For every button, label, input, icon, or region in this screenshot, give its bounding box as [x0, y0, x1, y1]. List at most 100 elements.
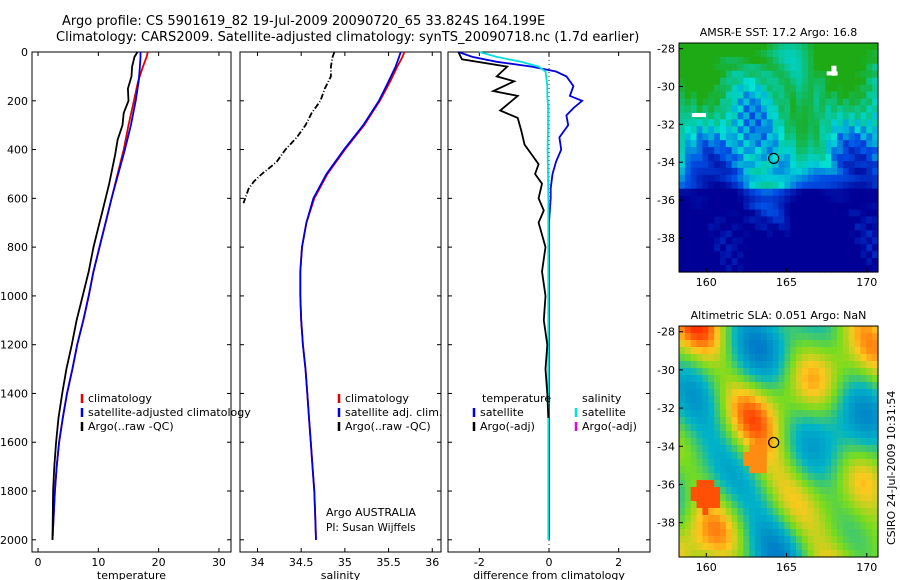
map-cell [737, 466, 744, 474]
map-cell [813, 494, 821, 502]
map-cell [696, 126, 704, 134]
map-cell [813, 529, 821, 537]
map-cell [819, 160, 826, 169]
map-cell [831, 431, 838, 439]
map-cell [760, 494, 768, 502]
map-cell [708, 361, 715, 369]
map-cell [702, 188, 709, 197]
map-cell [854, 438, 862, 446]
map-cell [760, 354, 768, 362]
map-cell [796, 43, 803, 51]
map-cell [778, 410, 785, 418]
map-cell [731, 480, 739, 488]
map-cell [696, 494, 704, 502]
map-cell [725, 550, 733, 558]
map-cell [860, 417, 867, 425]
map-cell [743, 473, 750, 481]
map-cell [872, 63, 879, 72]
map-cell [872, 265, 879, 273]
map-cell [719, 508, 727, 516]
map-cell [790, 417, 797, 425]
map-cell [679, 140, 686, 148]
map-cell [848, 230, 856, 238]
map-cell [749, 133, 756, 141]
map-cell [708, 63, 715, 72]
map-cell [801, 195, 809, 204]
y-tick-label: -36 [657, 478, 675, 491]
map-cell [819, 147, 826, 155]
map-cell [860, 230, 867, 238]
map-cell [725, 487, 733, 495]
map-cell [842, 410, 850, 418]
map-cell [755, 417, 762, 425]
map-cell [825, 536, 832, 544]
map-cell [872, 202, 879, 211]
map-cell [860, 354, 867, 362]
map-cell [778, 487, 785, 495]
map-cell [778, 174, 785, 183]
map-cell [860, 340, 867, 348]
map-cell [807, 494, 815, 502]
map-cell [784, 244, 791, 252]
map-cell [854, 543, 862, 551]
y-tick-label: -38 [657, 232, 675, 245]
map-cell [696, 181, 704, 190]
map-cell [819, 174, 826, 183]
y-tick-label: -34 [657, 440, 675, 453]
map-cell [737, 438, 744, 446]
map-cell [813, 340, 821, 348]
map-cell [807, 98, 815, 107]
map-cell [801, 403, 809, 411]
map-cell [760, 445, 768, 453]
map-cell [772, 140, 780, 148]
map-cell [684, 543, 692, 551]
map-cell [848, 501, 856, 509]
map-cell [696, 480, 704, 488]
map-cell [749, 126, 756, 134]
map-cell [714, 202, 721, 211]
map-cell [684, 251, 692, 259]
map-cell [725, 43, 733, 51]
map-cell [837, 49, 844, 58]
map-cell [825, 140, 832, 148]
map-cell [872, 438, 879, 446]
map-cell [737, 258, 744, 266]
map-cell [719, 126, 727, 134]
map-cell [679, 112, 686, 120]
map-cell [866, 424, 873, 432]
map-cell [708, 188, 715, 197]
map-cell [796, 140, 803, 148]
map-cell [778, 56, 785, 65]
map-cell [837, 354, 844, 362]
map-cell [760, 368, 768, 376]
map-cell [690, 361, 698, 369]
map-cell [790, 340, 797, 348]
map-cell [696, 354, 704, 362]
map-cell [860, 258, 867, 266]
map-cell [848, 105, 856, 113]
map-cell [819, 480, 826, 488]
map-cell [801, 84, 809, 93]
map-cell [784, 43, 791, 51]
map-cell [760, 63, 768, 72]
map-cell [784, 396, 791, 404]
map-cell [737, 550, 744, 558]
map-cell [684, 63, 692, 72]
map-cell [854, 91, 862, 100]
map-cell [872, 536, 879, 544]
map-cell [784, 181, 791, 190]
map-cell [790, 480, 797, 488]
map-cell [825, 91, 832, 100]
map-cell [796, 133, 803, 141]
map-cell [702, 340, 709, 348]
map-cell [772, 77, 780, 86]
map-cell [813, 473, 821, 481]
map-cell [837, 375, 844, 383]
map-cell [760, 230, 768, 238]
map-cell [725, 70, 733, 79]
map-cell [737, 140, 744, 148]
map-cell [807, 188, 815, 197]
map-cell [772, 195, 780, 204]
map-cell [725, 56, 733, 65]
map-cell [790, 459, 797, 467]
